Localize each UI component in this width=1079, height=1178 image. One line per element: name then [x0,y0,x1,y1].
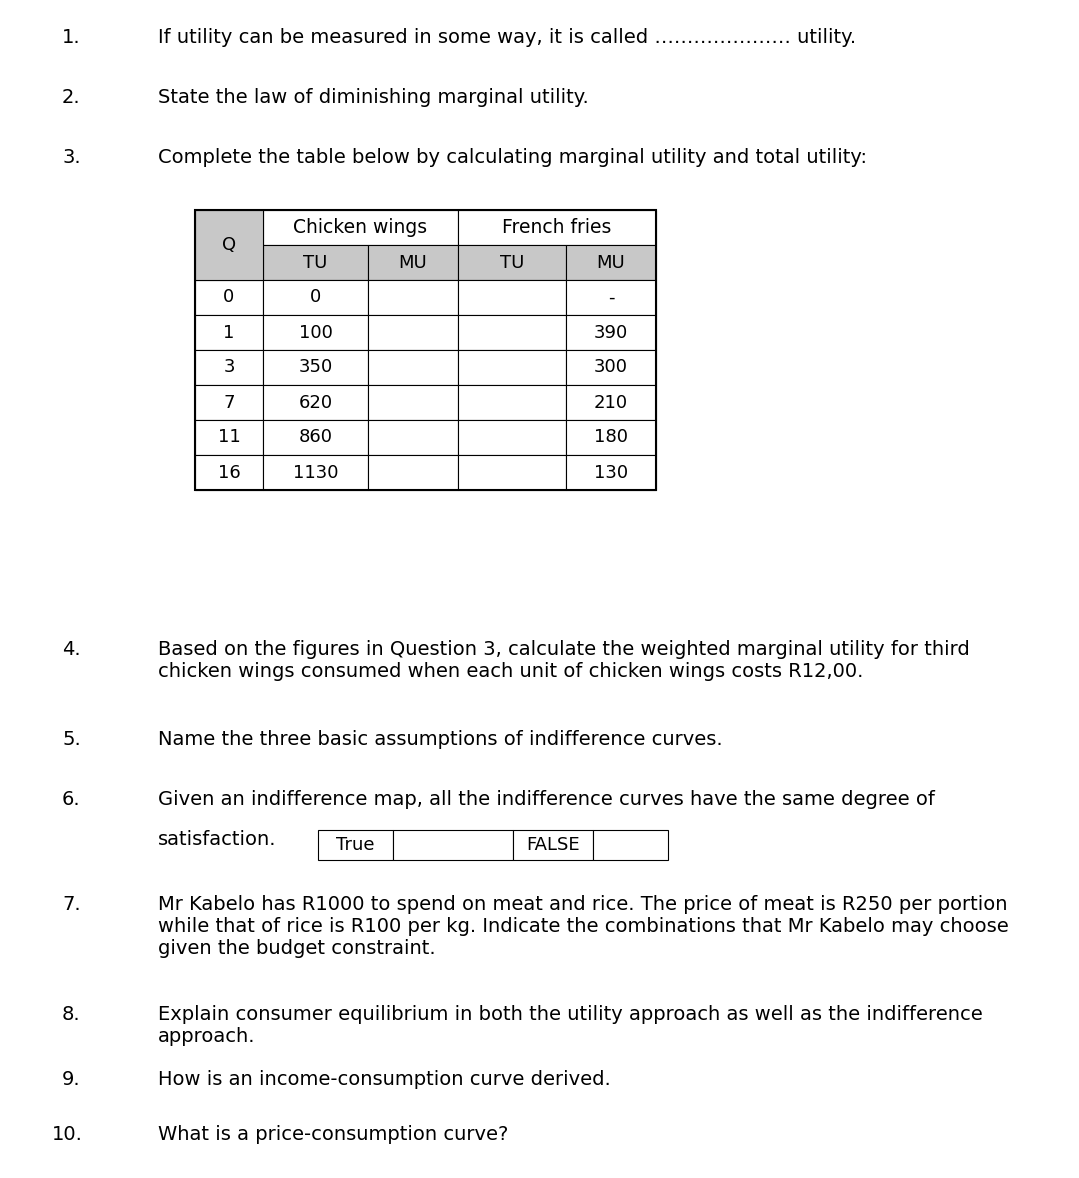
Bar [263,280,368,315]
Text: 7: 7 [223,393,235,411]
Text: 1: 1 [223,324,235,342]
Text: If utility can be measured in some way, it is called ………………… utility.: If utility can be measured in some way, … [158,28,856,47]
Bar [195,210,656,490]
Bar [263,455,368,490]
Bar [368,455,457,490]
Text: 1.: 1. [62,28,81,47]
Bar [263,385,368,421]
Text: Explain consumer equilibrium in both the utility approach as well as the indiffe: Explain consumer equilibrium in both the… [158,1005,983,1046]
Text: 3.: 3. [62,148,81,167]
Text: Based on the figures in Question 3, calculate the weighted marginal utility for : Based on the figures in Question 3, calc… [158,640,970,681]
Bar [195,245,263,280]
Bar [457,455,566,490]
Text: 10.: 10. [52,1125,83,1144]
Bar [457,350,566,385]
Text: 0: 0 [310,289,322,306]
Text: Given an indifference map, all the indifference curves have the same degree of: Given an indifference map, all the indif… [158,790,934,809]
Bar [457,245,566,280]
Bar [195,421,263,455]
Text: 16: 16 [218,463,241,482]
Text: satisfaction.: satisfaction. [158,830,276,849]
Text: Q: Q [222,236,236,254]
Bar [457,421,566,455]
Bar [195,385,263,421]
Bar [263,315,368,350]
Text: Chicken wings: Chicken wings [293,218,427,237]
Bar [457,315,566,350]
Text: 130: 130 [593,463,628,482]
Bar [368,350,457,385]
Text: 390: 390 [593,324,628,342]
Text: 180: 180 [595,429,628,446]
Text: 2.: 2. [62,88,81,107]
Bar [263,421,368,455]
Text: 5.: 5. [62,730,81,749]
Text: TU: TU [303,253,328,271]
Text: 860: 860 [299,429,332,446]
Bar [566,245,656,280]
Text: 0: 0 [223,289,234,306]
Bar [195,455,263,490]
Bar [195,315,263,350]
Text: Name the three basic assumptions of indifference curves.: Name the three basic assumptions of indi… [158,730,723,749]
Bar [593,830,668,860]
Text: TU: TU [500,253,524,271]
Bar [368,280,457,315]
Text: 4.: 4. [62,640,81,659]
Bar [566,385,656,421]
Bar [566,421,656,455]
Text: 300: 300 [595,358,628,377]
Text: FALSE: FALSE [527,836,579,854]
Text: 11: 11 [218,429,241,446]
Bar [263,210,457,245]
Text: 9.: 9. [62,1070,81,1088]
Bar [195,350,263,385]
Text: 7.: 7. [62,895,81,914]
Bar [318,830,393,860]
Text: Complete the table below by calculating marginal utility and total utility:: Complete the table below by calculating … [158,148,868,167]
Text: How is an income-consumption curve derived.: How is an income-consumption curve deriv… [158,1070,611,1088]
Bar [195,210,263,245]
Text: 8.: 8. [62,1005,81,1024]
Bar [368,421,457,455]
Bar [566,280,656,315]
Bar [263,245,368,280]
Text: 3: 3 [223,358,235,377]
Bar [457,385,566,421]
Text: MU: MU [398,253,427,271]
Text: 1130: 1130 [292,463,338,482]
Text: MU: MU [597,253,626,271]
Bar [566,350,656,385]
Bar [263,350,368,385]
Bar [368,385,457,421]
Bar [457,280,566,315]
Text: 350: 350 [299,358,332,377]
Bar [368,245,457,280]
Bar [457,210,656,245]
Text: Q: Q [222,253,236,271]
Text: French fries: French fries [503,218,612,237]
Text: What is a price-consumption curve?: What is a price-consumption curve? [158,1125,508,1144]
Bar [195,210,263,280]
Bar [513,830,593,860]
Text: 620: 620 [299,393,332,411]
Text: State the law of diminishing marginal utility.: State the law of diminishing marginal ut… [158,88,589,107]
Bar [393,830,513,860]
Text: 6.: 6. [62,790,81,809]
Bar [195,280,263,315]
Text: -: - [607,289,614,306]
Bar [368,315,457,350]
Text: Mr Kabelo has R1000 to spend on meat and rice. The price of meat is R250 per por: Mr Kabelo has R1000 to spend on meat and… [158,895,1009,958]
Bar [566,455,656,490]
Text: 100: 100 [299,324,332,342]
Text: True: True [337,836,374,854]
Text: 210: 210 [593,393,628,411]
Bar [566,315,656,350]
